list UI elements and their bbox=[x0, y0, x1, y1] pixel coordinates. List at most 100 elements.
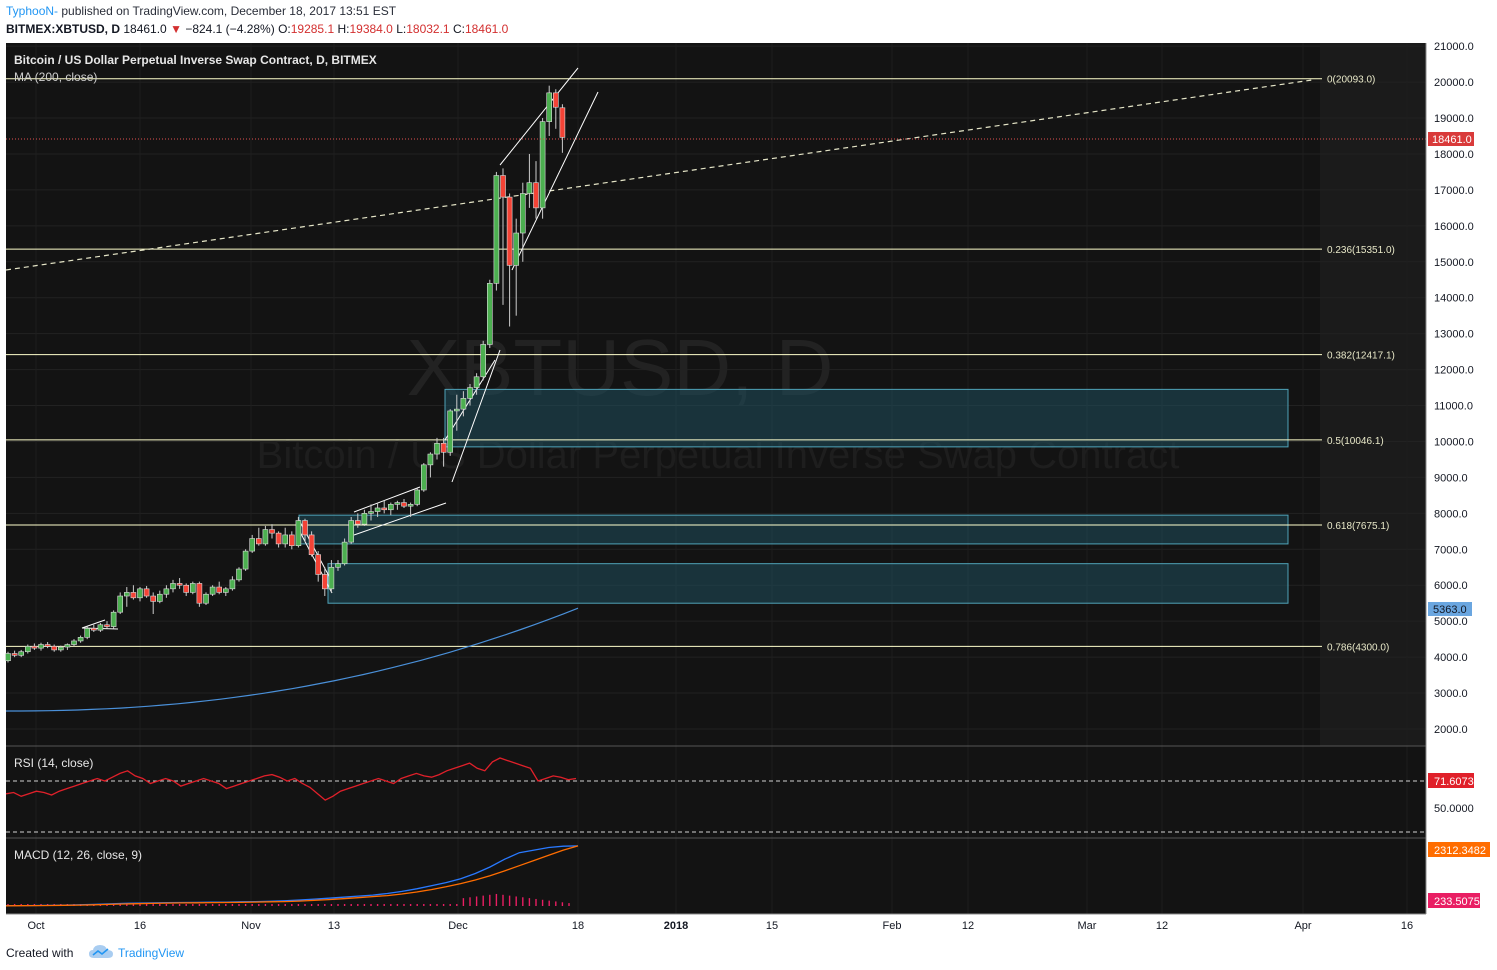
candle bbox=[473, 373, 480, 395]
fib-level-label: 0.786(4300.0) bbox=[1327, 642, 1389, 653]
price-change: −824.1 (−4.28%) bbox=[185, 22, 275, 36]
candle bbox=[546, 85, 553, 136]
candle bbox=[493, 171, 500, 291]
support-zone[interactable] bbox=[298, 514, 1289, 545]
candle bbox=[467, 383, 473, 406]
open-label: O: bbox=[278, 22, 291, 36]
candle bbox=[513, 218, 520, 316]
y-tick-label: 16000.0 bbox=[1434, 221, 1474, 233]
candle bbox=[104, 621, 110, 629]
candle bbox=[176, 578, 183, 589]
x-tick-label: 16 bbox=[1401, 920, 1413, 932]
down-arrow-icon: ▼ bbox=[170, 22, 182, 36]
candle bbox=[262, 525, 269, 546]
x-tick-label: 18 bbox=[572, 920, 584, 932]
time-axis[interactable]: Oct 16 Nov 13 Dec 18 2018 15 Feb 12 Mar 12 Apr 16 bbox=[27, 920, 1413, 932]
macd-legend: MACD (12, 26, close, 9) bbox=[14, 848, 142, 862]
y-tick-label: 3000.0 bbox=[1434, 688, 1468, 700]
publish-text: published on TradingView.com, December 1… bbox=[61, 4, 397, 18]
y-tick-label: 5000.0 bbox=[1434, 616, 1468, 628]
candle bbox=[282, 527, 289, 548]
support-zone[interactable] bbox=[444, 388, 1289, 448]
x-tick-label: 12 bbox=[1156, 920, 1168, 932]
candle bbox=[137, 587, 143, 602]
high-value: 19384.0 bbox=[349, 22, 393, 36]
y-tick-label: 4000.0 bbox=[1434, 652, 1468, 664]
fib-level-label: 0(20093.0) bbox=[1327, 75, 1375, 86]
chart-canvas[interactable]: XBTUSD, D Bitcoin / US Dollar Perpetual … bbox=[0, 42, 1497, 938]
candle bbox=[130, 585, 137, 600]
candle bbox=[249, 534, 255, 553]
author-link[interactable]: TyphooN- bbox=[6, 4, 59, 18]
trend-line-dashed[interactable] bbox=[5, 79, 1313, 271]
y-tick-label: 19000.0 bbox=[1434, 113, 1474, 125]
x-tick-label: 15 bbox=[766, 920, 778, 932]
candle bbox=[117, 592, 123, 614]
x-tick-label: 12 bbox=[962, 920, 974, 932]
fib-retracement: 0(20093.0) 0.236(15351.0) 0.382(12417.1) 0.… bbox=[6, 75, 1395, 653]
rsi-line bbox=[5, 757, 577, 801]
candle bbox=[84, 626, 90, 640]
candle bbox=[124, 587, 130, 607]
price-axis[interactable]: 2000.0 3000.0 4000.0 5000.0 6000.0 7000.0 8000… bbox=[1434, 42, 1474, 736]
candle bbox=[361, 509, 368, 526]
symbol-label: BITMEX:XBTUSD, D bbox=[6, 22, 120, 36]
x-tick-label: Dec bbox=[448, 920, 468, 932]
y-tick-label: 2000.0 bbox=[1434, 724, 1468, 736]
candle bbox=[110, 610, 117, 629]
candle bbox=[97, 622, 104, 632]
y-tick-label: 8000.0 bbox=[1434, 508, 1468, 520]
rsi-legend: RSI (14, close) bbox=[14, 756, 93, 770]
candle bbox=[539, 118, 546, 219]
candle bbox=[163, 585, 170, 598]
y-tick-label: 20000.0 bbox=[1434, 77, 1474, 89]
candlestick-series[interactable] bbox=[5, 85, 566, 663]
fib-level-label: 0.5(10046.1) bbox=[1327, 436, 1384, 447]
y-tick-label: 12000.0 bbox=[1434, 365, 1474, 377]
candle bbox=[302, 518, 308, 543]
x-tick-label: Nov bbox=[241, 920, 261, 932]
candle bbox=[38, 642, 44, 651]
candle bbox=[31, 643, 38, 650]
candle bbox=[242, 549, 249, 571]
main-pane-title: Bitcoin / US Dollar Perpetual Inverse Sw… bbox=[14, 53, 377, 67]
ma200-line bbox=[6, 607, 579, 712]
candle bbox=[321, 567, 328, 597]
candle bbox=[526, 153, 533, 208]
candle bbox=[150, 592, 156, 614]
ma-value-tag-text: 5363.0 bbox=[1433, 604, 1467, 616]
candle bbox=[203, 592, 209, 606]
created-with-text: Created with bbox=[6, 946, 74, 960]
chart-header: TyphooN- published on TradingView.com, D… bbox=[0, 0, 1497, 42]
candle bbox=[44, 642, 51, 649]
y-tick-label: 13000.0 bbox=[1434, 329, 1474, 341]
plot-background bbox=[6, 43, 1426, 914]
candle bbox=[328, 560, 335, 593]
y-tick-label: 17000.0 bbox=[1434, 185, 1474, 197]
candle bbox=[57, 645, 64, 652]
open-value: 19285.1 bbox=[290, 22, 335, 36]
x-tick-label: Oct bbox=[27, 920, 44, 932]
candle bbox=[24, 644, 31, 654]
candle bbox=[51, 644, 58, 652]
candle bbox=[183, 583, 189, 597]
y-tick-label: 15000.0 bbox=[1434, 257, 1474, 269]
tradingview-brand-link[interactable]: TradingView bbox=[118, 946, 185, 960]
publish-info: TyphooN- published on TradingView.com, D… bbox=[6, 4, 396, 18]
x-tick-label: 2018 bbox=[664, 920, 688, 932]
candle bbox=[348, 516, 355, 544]
candle bbox=[308, 531, 315, 557]
candle bbox=[552, 89, 559, 129]
y-tick-label: 14000.0 bbox=[1434, 293, 1474, 305]
rsi-value-tag bbox=[1428, 773, 1474, 788]
candle bbox=[335, 560, 341, 571]
support-zone[interactable] bbox=[327, 563, 1289, 604]
candle bbox=[374, 502, 381, 517]
candle bbox=[519, 182, 526, 262]
candle bbox=[71, 639, 77, 647]
candle bbox=[533, 161, 539, 219]
candle bbox=[460, 391, 467, 417]
candle bbox=[447, 409, 454, 456]
candle bbox=[427, 452, 434, 478]
candle bbox=[275, 531, 282, 548]
